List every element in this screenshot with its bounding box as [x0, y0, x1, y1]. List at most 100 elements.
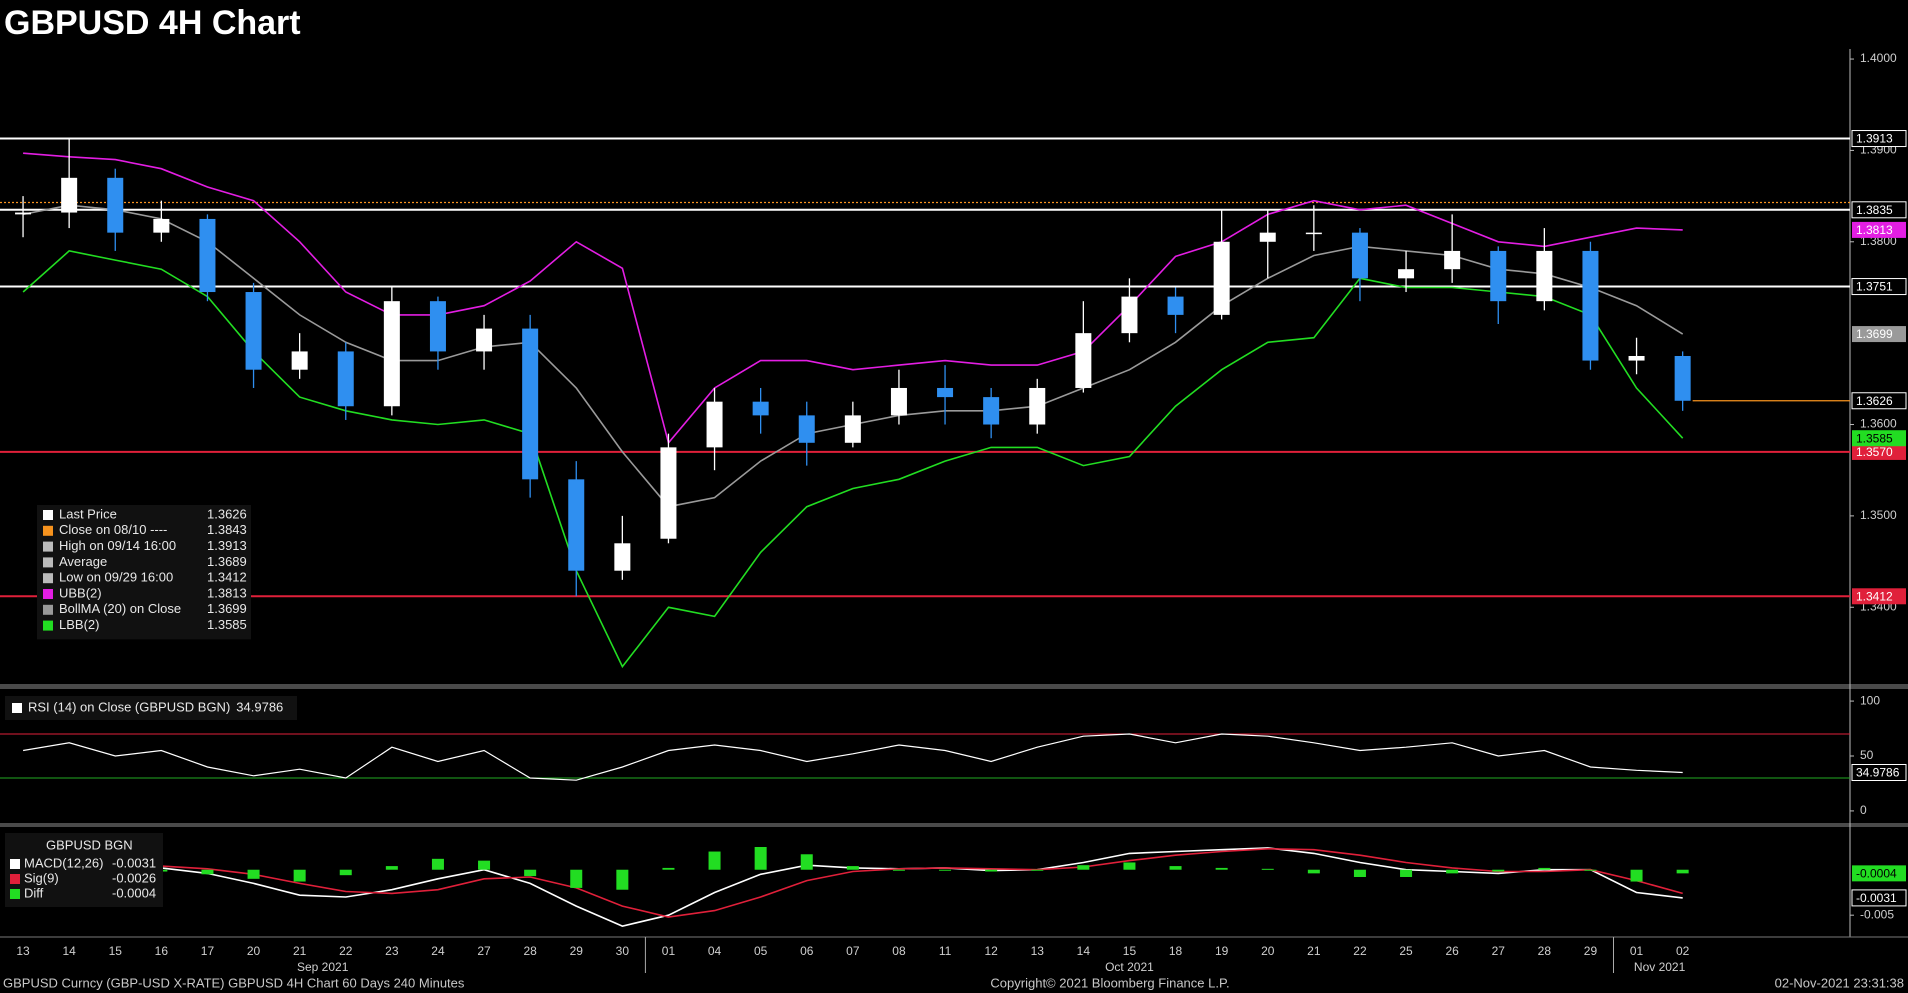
diff-bar [339, 869, 352, 876]
legend-swatch [10, 859, 20, 869]
legend-label: Average [59, 554, 107, 569]
candle-body [983, 397, 1000, 425]
y-tick-label: 1.4000 [1860, 51, 1897, 65]
footer-center: Copyright© 2021 Bloomberg Finance L.P. [990, 975, 1229, 990]
x-tick-label: 27 [477, 944, 491, 958]
x-tick-label: 17 [201, 944, 215, 958]
x-tick-label: 01 [1630, 944, 1644, 958]
value-tag-label: 1.3585 [1856, 431, 1893, 445]
legend-value: 1.3699 [207, 601, 247, 616]
diff-bar [846, 866, 859, 870]
legend-label: MACD(12,26) [24, 855, 103, 870]
legend-box [37, 505, 251, 640]
value-tag-label: 1.3626 [1856, 394, 1893, 408]
month-label: Sep 2021 [297, 960, 349, 974]
band-line [23, 152, 1683, 445]
value-tag [1851, 392, 1907, 410]
diff-bar [431, 858, 444, 870]
value-tag [1851, 130, 1907, 148]
x-tick-label: 22 [1353, 944, 1367, 958]
legend-value: 1.3843 [207, 522, 247, 537]
chart-title: GBPUSD 4H Chart [4, 4, 301, 42]
x-tick-label: 01 [662, 944, 676, 958]
legend-label: LBB(2) [59, 617, 99, 632]
x-tick-label: 18 [1169, 944, 1183, 958]
x-tick-label: 28 [523, 944, 537, 958]
diff-bar [385, 866, 398, 870]
candle-body [291, 351, 308, 370]
candle-body [1351, 232, 1368, 279]
x-tick-label: 13 [1031, 944, 1045, 958]
value-tag-label: -0.0004 [1856, 867, 1897, 881]
diff-bar [800, 854, 813, 870]
candle-body [937, 387, 954, 398]
diff-bar [1630, 869, 1643, 882]
x-tick-label: 24 [431, 944, 445, 958]
legend-box [5, 696, 297, 720]
diff-bar [1123, 862, 1136, 870]
value-tag [1852, 588, 1906, 605]
legend-swatch [43, 573, 53, 584]
x-tick-label: 20 [1261, 944, 1275, 958]
legend-label: Diff [24, 885, 44, 900]
value-tag [1852, 326, 1906, 343]
diff-bar [1169, 866, 1182, 870]
diff-bar [1215, 867, 1228, 870]
x-tick-label: 12 [984, 944, 998, 958]
y-tick-label: 1.3500 [1860, 508, 1897, 522]
value-tag [1851, 201, 1907, 219]
diff-bar [293, 869, 306, 882]
x-tick-label: 16 [155, 944, 169, 958]
value-tag [1852, 443, 1906, 460]
legend-value: -0.0026 [112, 870, 156, 885]
value-tag-label: 1.3835 [1856, 203, 1893, 217]
x-tick-label: 14 [1077, 944, 1091, 958]
y-tick-label: 50 [1860, 748, 1874, 762]
candle-body [614, 543, 631, 571]
value-tag [1851, 278, 1907, 296]
diff-bar [1538, 867, 1551, 870]
diff-bar [247, 869, 260, 879]
value-tag [1851, 889, 1907, 907]
diff-bar [892, 869, 905, 871]
legend-value: 1.3913 [207, 538, 247, 553]
x-tick-label: 23 [385, 944, 399, 958]
candle-body [337, 351, 354, 407]
candle-body [752, 401, 769, 416]
x-tick-label: 02 [1676, 944, 1690, 958]
y-tick-label: -0.005 [1860, 907, 1894, 921]
value-tag-label: 34.9786 [1856, 766, 1900, 780]
candle-body [798, 415, 815, 443]
value-tag-label: 1.3570 [1856, 445, 1893, 459]
value-tag-label: 1.3813 [1856, 223, 1893, 237]
candle-body [199, 218, 216, 293]
diff-bar [1307, 869, 1320, 874]
legend-label: Last Price [59, 506, 117, 521]
legend-swatch [43, 541, 53, 552]
diff-bar [524, 869, 537, 877]
x-tick-label: 05 [754, 944, 768, 958]
value-tag-label: 1.3412 [1856, 589, 1893, 603]
diff-bar [478, 860, 491, 870]
x-tick-label: 14 [62, 944, 76, 958]
diff-bar [985, 869, 998, 872]
diff-bar [754, 847, 767, 870]
x-tick-label: 13 [16, 944, 30, 958]
candle-body [1167, 296, 1184, 315]
x-tick-label: 07 [846, 944, 860, 958]
legend-value: 1.3585 [207, 617, 247, 632]
candle-body [890, 387, 907, 416]
diff-bar [570, 869, 583, 888]
diff-bar [1353, 869, 1366, 877]
value-tag-label: 1.3699 [1856, 327, 1893, 341]
legend-swatch [43, 620, 53, 631]
value-tag-label: -0.0031 [1856, 891, 1897, 905]
candle-body [245, 292, 262, 370]
value-tag [1852, 865, 1906, 882]
x-tick-label: 22 [339, 944, 353, 958]
x-tick-label: 20 [247, 944, 261, 958]
value-tag [1852, 221, 1906, 238]
legend-value: -0.0004 [112, 885, 156, 900]
legend-label: High on 09/14 16:00 [59, 538, 176, 553]
